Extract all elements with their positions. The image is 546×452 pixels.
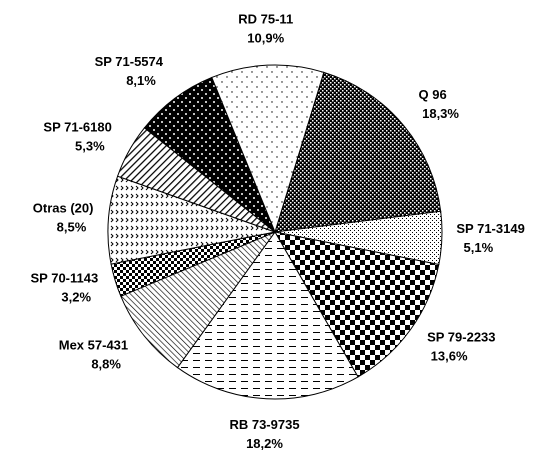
- pie-slice: [120, 230, 277, 369]
- slice-label: SP 79-2233: [427, 330, 495, 345]
- slice-value-label: 5,1%: [464, 240, 494, 255]
- slice-label: SP 71-5574: [95, 54, 164, 69]
- slice-label: Mex 57-431: [59, 337, 128, 352]
- slice-label: RB 73-9735: [229, 417, 299, 432]
- slice-label: RD 75-11: [238, 12, 293, 27]
- slice-value-label: 10,9%: [247, 31, 284, 46]
- slice-value-label: 5,3%: [75, 138, 105, 153]
- slice-label: Q 96: [419, 87, 447, 102]
- slice-label: Otras (20): [33, 200, 94, 215]
- slice-value-label: 18,2%: [246, 436, 283, 451]
- slice-label: SP 70-1143: [31, 270, 99, 285]
- pie-slice: [274, 231, 440, 378]
- slice-label: SP 71-3149: [456, 221, 524, 236]
- pie-slice: [107, 175, 277, 265]
- slice-label: SP 71-6180: [43, 119, 111, 134]
- slice-value-label: 8,5%: [57, 219, 87, 234]
- slice-value-label: 18,3%: [422, 106, 459, 121]
- pie-slice: [274, 71, 442, 233]
- pie-slice: [211, 64, 325, 234]
- slice-value-label: 13,6%: [431, 349, 468, 364]
- slice-value-label: 8,8%: [91, 356, 121, 371]
- slice-value-label: 3,2%: [61, 289, 91, 304]
- pie-slice: [176, 231, 359, 400]
- slice-value-label: 8,1%: [126, 73, 156, 88]
